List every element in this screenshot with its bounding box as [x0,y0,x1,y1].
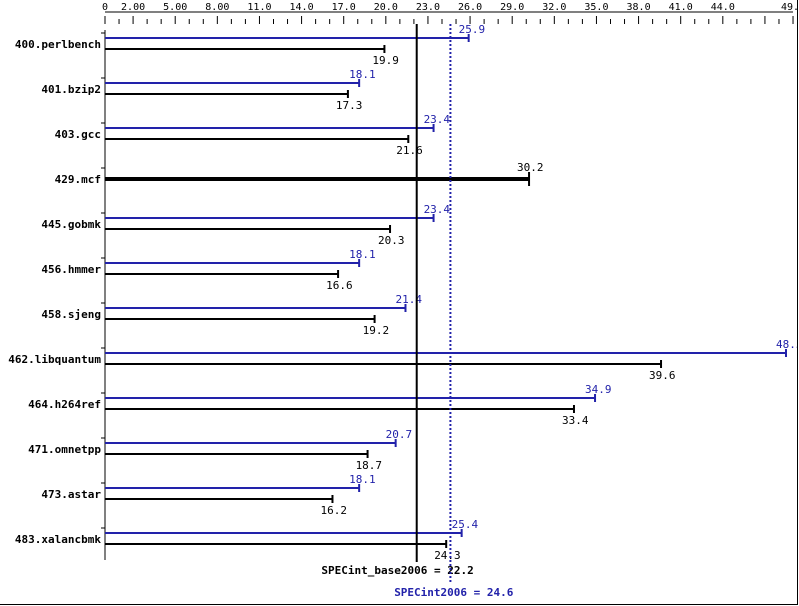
x-tick-label: 20.0 [374,2,398,13]
category-label: 401.bzip2 [41,83,101,96]
peak-mean-label: SPECint2006 = 24.6 [394,586,514,599]
base-value-label: 17.3 [336,99,363,112]
peak-value-label: 20.7 [386,428,413,441]
x-tick-label: 17.0 [332,2,356,13]
x-tick-label: 49.0 [781,2,797,13]
base-mean-label: SPECint_base2006 = 22.2 [321,564,473,577]
category-label: 429.mcf [55,173,101,186]
x-tick-label: 26.0 [458,2,482,13]
base-value-label: 33.4 [562,414,589,427]
x-tick-label: 11.0 [247,2,271,13]
category-label: 471.omnetpp [28,443,101,456]
x-tick-label: 0 [102,2,108,13]
peak-value-label: 48.5 [776,338,797,351]
category-label: 462.libquantum [8,353,101,366]
base-value-label: 16.6 [326,279,353,292]
peak-value-label: 18.1 [349,473,376,486]
category-label: 458.sjeng [41,308,101,321]
base-value-label: 21.6 [396,144,423,157]
base-value-label: 19.9 [372,54,399,67]
peak-value-label: 23.4 [424,203,451,216]
peak-value-label: 18.1 [349,68,376,81]
x-tick-label: 29.0 [500,2,524,13]
x-tick-label: 44.0 [711,2,735,13]
x-tick-label: 8.00 [205,2,229,13]
peak-value-label: 23.4 [424,113,451,126]
category-label: 473.astar [41,488,101,501]
base-value-label: 24.3 [434,549,461,562]
x-tick-label: 41.0 [669,2,693,13]
peak-value-label: 18.1 [349,248,376,261]
x-tick-label: 35.0 [584,2,608,13]
category-label: 445.gobmk [41,218,101,231]
base-value-label: 19.2 [363,324,390,337]
base-value-label: 39.6 [649,369,676,382]
category-label: 464.h264ref [28,398,101,411]
peak-value-label: 25.4 [452,518,479,531]
x-tick-label: 23.0 [416,2,440,13]
x-tick-label: 2.00 [121,2,145,13]
peak-value-label: 34.9 [585,383,612,396]
base-value-label: 20.3 [378,234,405,247]
peak-value-label: 25.9 [459,23,486,36]
x-tick-label: 32.0 [542,2,566,13]
x-tick-label: 5.00 [163,2,187,13]
x-tick-label: 38.0 [627,2,651,13]
base-value-label: 16.2 [320,504,347,517]
category-label: 403.gcc [55,128,101,141]
category-label: 400.perlbench [15,38,101,51]
base-value-label: 30.2 [517,161,544,174]
category-label: 483.xalancbmk [15,533,101,546]
base-value-label: 18.7 [356,459,383,472]
peak-value-label: 21.4 [395,293,422,306]
x-tick-label: 14.0 [290,2,314,13]
category-label: 456.hmmer [41,263,101,276]
